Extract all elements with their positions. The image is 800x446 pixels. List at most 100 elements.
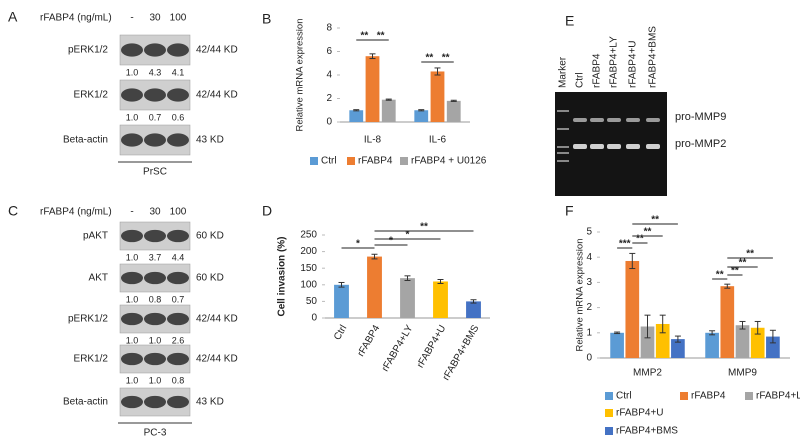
legend-label: rFABP4 + U0126 (411, 156, 487, 167)
gel-band (646, 118, 660, 122)
significance-label: ** (377, 31, 385, 42)
gel-lane-label: Ctrl (575, 72, 586, 88)
blot-band (144, 271, 166, 285)
blot-band (121, 229, 143, 243)
gel-lane-label: rFABP4+LY (609, 36, 620, 88)
band-label: pro-MMP2 (675, 138, 726, 150)
bar (720, 286, 735, 358)
lane-label: - (130, 13, 133, 24)
blot-band (167, 229, 189, 243)
gel-band (626, 144, 640, 149)
marker-band (557, 110, 569, 112)
y-tick-label: 0 (311, 313, 317, 324)
panel-letter: E (565, 13, 574, 29)
legend-swatch (310, 157, 318, 165)
protein-label: pERK1/2 (68, 314, 108, 325)
legend-swatch (605, 409, 613, 417)
y-axis-label: Relative mRNA expression (295, 19, 306, 132)
significance-label: ** (644, 227, 652, 238)
gel-lane-label: Marker (558, 56, 569, 88)
quant-label: 4.1 (172, 67, 185, 77)
quant-label: 1.0 (126, 67, 139, 77)
significance-label: ** (442, 53, 450, 64)
y-tick-label: 200 (300, 246, 317, 257)
significance-label: *** (619, 239, 631, 250)
quant-label: 1.0 (126, 375, 139, 385)
gel-band (607, 118, 621, 122)
bar (446, 100, 461, 122)
y-tick-label: 6 (326, 46, 332, 57)
quant-label: 1.0 (149, 335, 162, 345)
blot-band (167, 88, 189, 102)
legend-swatch (347, 157, 355, 165)
legend-label: rFABP4+LY (756, 391, 800, 402)
blot-band (144, 229, 166, 243)
quant-label: 1.0 (149, 375, 162, 385)
y-tick-label: 50 (306, 296, 318, 307)
gel-lane-label: rFABP4+BMS (648, 26, 659, 88)
gel-band (590, 144, 604, 149)
marker-band (557, 152, 569, 154)
protein-label: ERK1/2 (74, 354, 109, 365)
y-tick-label: 4 (586, 252, 592, 263)
blot-band (121, 133, 143, 147)
legend-swatch (605, 427, 613, 435)
x-tick-label: MMP2 (633, 368, 662, 379)
lane-label: - (130, 207, 133, 218)
size-label: 42/44 KD (196, 90, 238, 101)
size-label: 42/44 KD (196, 354, 238, 365)
panel-letter: B (262, 11, 271, 27)
significance-label: ** (360, 31, 368, 42)
bar (671, 339, 685, 358)
y-tick-label: 1 (586, 327, 592, 338)
gel-band (626, 118, 640, 122)
size-label: 42/44 KD (196, 314, 238, 325)
significance-label: * (406, 230, 410, 241)
bar (705, 332, 719, 358)
lane-label: 100 (170, 13, 187, 24)
bar (625, 260, 640, 358)
lane-label: 30 (149, 13, 161, 24)
significance-label: ** (425, 53, 433, 64)
quant-label: 1.0 (126, 252, 139, 262)
blot-band (144, 133, 166, 147)
gel-lane-label: rFABP4+U (628, 40, 639, 88)
marker-band (557, 146, 569, 148)
legend-label: rFABP4 (691, 391, 726, 402)
marker-band (557, 128, 569, 130)
bar (430, 71, 445, 122)
significance-label: ** (731, 266, 739, 277)
bar (334, 284, 349, 318)
bar (466, 301, 481, 318)
x-tick-label: MMP9 (728, 368, 757, 379)
bar (640, 326, 655, 358)
quant-label: 2.6 (172, 335, 185, 345)
blot-band (167, 352, 189, 366)
legend-label: Ctrl (616, 391, 632, 402)
quant-label: 3.7 (149, 252, 162, 262)
significance-label: * (389, 236, 393, 247)
blot-band (144, 88, 166, 102)
protein-label: Beta-actin (63, 397, 108, 408)
y-tick-label: 5 (586, 227, 592, 238)
quant-label: 0.7 (172, 294, 185, 304)
blot-band (144, 43, 166, 57)
protein-label: pERK1/2 (68, 45, 108, 56)
quant-label: 1.0 (126, 335, 139, 345)
significance-label: ** (420, 222, 428, 233)
y-tick-label: 0 (586, 353, 592, 364)
bar (750, 327, 765, 358)
size-label: 43 KD (196, 397, 224, 408)
gel-band (607, 144, 621, 149)
y-tick-label: 250 (300, 230, 317, 241)
bar (349, 110, 364, 122)
significance-label: * (356, 239, 360, 250)
legend-label: Ctrl (321, 156, 337, 167)
protein-label: pAKT (83, 231, 108, 242)
size-label: 60 KD (196, 273, 224, 284)
blot-band (144, 395, 166, 409)
size-label: 42/44 KD (196, 45, 238, 56)
panel-letter: C (8, 203, 18, 219)
protein-label: AKT (89, 273, 108, 284)
